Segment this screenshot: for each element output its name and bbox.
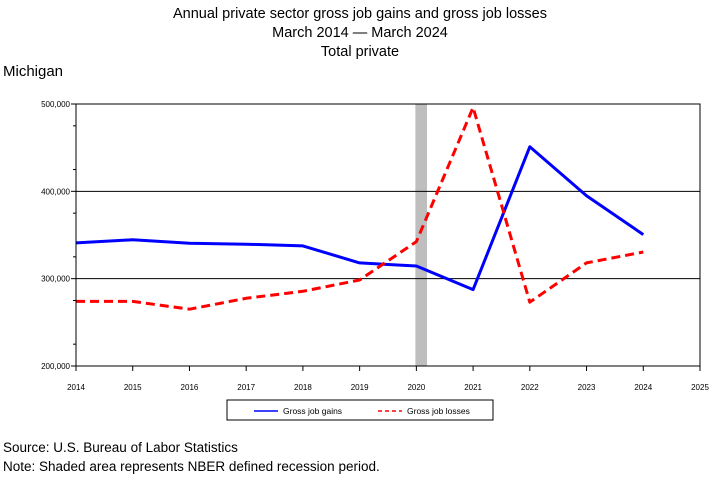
axis-layer: 200,000 300,000 400,000 500,000 2014 2015 2016… [41, 100, 709, 392]
x-tick-label-2019: 2019 [351, 383, 369, 392]
y-tick-label-200000: 200,000 [41, 362, 70, 371]
recession-note: Note: Shaded area represents NBER define… [3, 459, 380, 474]
legend-box [226, 399, 494, 421]
plot-frame [75, 103, 701, 367]
chart-titles: Annual private sector gross job gains an… [0, 5, 720, 62]
chart-title: Annual private sector gross job gains an… [173, 6, 547, 22]
x-tick-label-2014: 2014 [67, 383, 85, 392]
recession-shading [415, 104, 428, 366]
x-tick-label-2018: 2018 [294, 383, 312, 392]
legend: Gross job gains Gross job losses [226, 399, 494, 421]
x-tick-label-2021: 2021 [464, 383, 482, 392]
x-tick-label-2017: 2017 [237, 383, 255, 392]
x-tick-label-2015: 2015 [124, 383, 142, 392]
x-tick-label-2022: 2022 [521, 383, 539, 392]
x-tick-label-2016: 2016 [181, 383, 199, 392]
x-tick-label-2023: 2023 [578, 383, 596, 392]
chart-subtitle: March 2014 — March 2024 [272, 25, 448, 41]
y-tick-label-400000: 400,000 [41, 187, 70, 196]
x-tick-label-2020: 2020 [407, 383, 425, 392]
chart-subtitle-2: Total private [320, 44, 400, 60]
recession-layer [415, 104, 428, 366]
y-tick-label-300000: 300,000 [41, 275, 70, 284]
series-line-0 [75, 145, 645, 292]
x-tick-label-2024: 2024 [634, 383, 652, 392]
legend-label-1: Gross job losses [407, 406, 470, 416]
x-tick-label-2025: 2025 [691, 383, 709, 392]
y-tick-label-500000: 500,000 [41, 100, 70, 109]
source-note: Source: U.S. Bureau of Labor Statistics [3, 440, 238, 455]
grid-layer [76, 190, 700, 280]
region-label: Michigan [3, 63, 64, 80]
legend-label-0: Gross job gains [283, 406, 342, 416]
